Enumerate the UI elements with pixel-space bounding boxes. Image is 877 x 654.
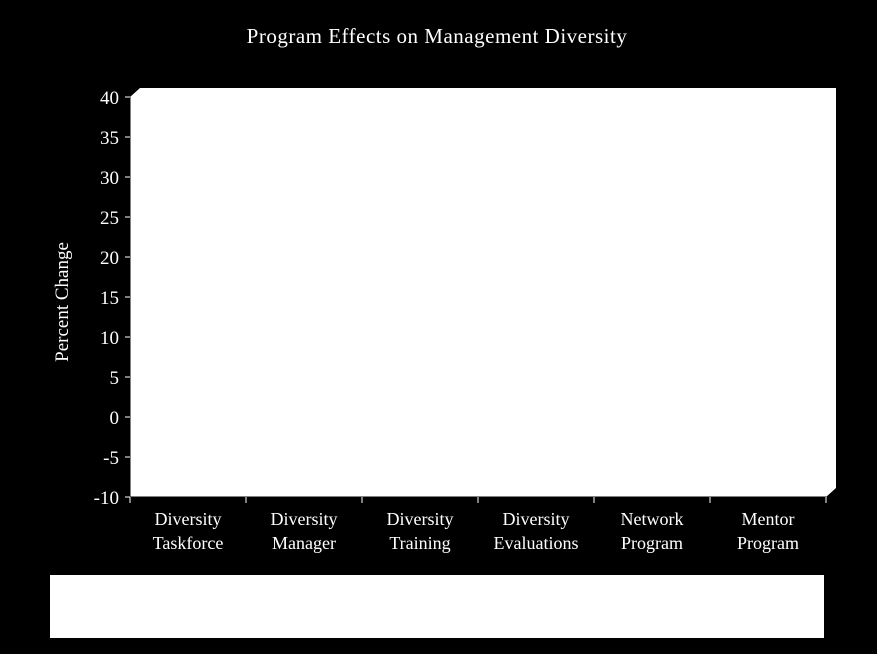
x-tick-label: Diversity Evaluations bbox=[494, 509, 579, 553]
y-tick-label: 40 bbox=[100, 88, 119, 109]
x-tick-label-line: Network bbox=[621, 509, 684, 529]
y-tick-label: 10 bbox=[100, 328, 119, 349]
x-tick-label-line: Manager bbox=[272, 533, 336, 553]
x-tick-label-line: Diversity bbox=[503, 509, 570, 529]
x-tick-label: Diversity Manager bbox=[271, 509, 338, 553]
x-tick-label: Diversity Taskforce bbox=[153, 509, 224, 553]
y-tick-label: 25 bbox=[100, 208, 119, 229]
y-tick-label: -10 bbox=[94, 488, 119, 509]
y-tick-label: 5 bbox=[110, 368, 120, 389]
chart-title: Program Effects on Management Diversity bbox=[247, 24, 628, 48]
legend-area bbox=[50, 575, 824, 638]
x-tick-label-line: Program bbox=[737, 533, 799, 553]
x-tick-label-line: Program bbox=[621, 533, 683, 553]
y-tick-label: 30 bbox=[100, 168, 119, 189]
x-tick-label-line: Diversity bbox=[387, 509, 454, 529]
y-tick-label: 20 bbox=[100, 248, 119, 269]
x-tick-label-line: Diversity bbox=[155, 509, 222, 529]
x-tick-label: Diversity Training bbox=[387, 509, 454, 553]
y-axis-label: Percent Change bbox=[52, 242, 73, 362]
y-tick-label: 35 bbox=[100, 128, 119, 149]
x-tick-label-line: Mentor bbox=[742, 509, 795, 529]
x-tick-label-line: Evaluations bbox=[494, 533, 579, 553]
plot-area bbox=[130, 88, 836, 497]
y-tick-label: 0 bbox=[110, 408, 120, 429]
y-tick-label: 15 bbox=[100, 288, 119, 309]
plot-layer bbox=[130, 88, 836, 497]
x-tick-label: Network Program bbox=[621, 509, 684, 553]
y-tick-label: -5 bbox=[103, 448, 119, 469]
x-tick-label: Mentor Program bbox=[737, 509, 799, 553]
x-tick-label-line: Training bbox=[389, 533, 450, 553]
x-tick-label-line: Diversity bbox=[271, 509, 338, 529]
x-tick-label-line: Taskforce bbox=[153, 533, 224, 553]
